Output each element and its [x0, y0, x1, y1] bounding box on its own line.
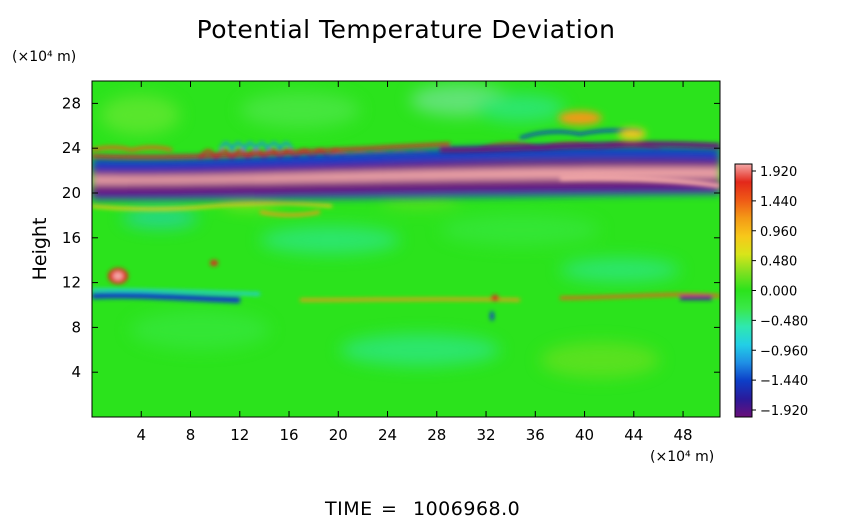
- main-band: [92, 146, 720, 200]
- y-tick-label: 24: [62, 139, 81, 157]
- colorbar-tick-label: −1.920: [760, 404, 808, 419]
- x-tick-label: 48: [674, 426, 693, 444]
- y-tick-label: 8: [71, 318, 81, 336]
- x-tick-label: 20: [329, 426, 348, 444]
- y-axis-unit: (×10⁴ m): [12, 49, 76, 65]
- x-tick-label: 28: [427, 426, 446, 444]
- colorbar-tick-label: 0.000: [760, 285, 797, 300]
- colorbar-ticks: 1.920 1.440 0.960 0.480 0.000 −0.480 −0.960 −1.…: [752, 165, 808, 419]
- lower-streak: [92, 288, 720, 321]
- colorbar-tick-label: −1.440: [760, 374, 808, 389]
- y-tick-label: 4: [71, 363, 81, 381]
- colorbar-tick-label: 0.480: [760, 255, 797, 270]
- left-red-blob: [108, 260, 218, 284]
- time-label: TIME: [324, 498, 373, 519]
- colorbar-tick-label: 1.440: [760, 195, 797, 210]
- x-axis: 4 8 12 16 20 24 28 32 36 40 44 48: [136, 81, 693, 444]
- x-tick-label: 16: [279, 426, 298, 444]
- x-tick-label: 44: [624, 426, 643, 444]
- heatmap-field: [92, 81, 720, 417]
- time-equals: =: [381, 498, 397, 519]
- band-edges: [92, 141, 720, 189]
- x-tick-label: 32: [476, 426, 495, 444]
- y-axis-label: Height: [29, 218, 51, 281]
- y-tick-label: 12: [62, 274, 81, 292]
- chart-title: Potential Temperature Deviation: [197, 15, 616, 44]
- x-tick-label: 36: [526, 426, 545, 444]
- x-tick-label: 8: [186, 426, 196, 444]
- colorbar: [734, 163, 753, 418]
- y-axis: 4 8 12 16 20 24 28: [62, 94, 720, 381]
- x-axis-unit: (×10⁴ m): [650, 449, 714, 465]
- x-tick-label: 24: [378, 426, 397, 444]
- y-tick-label: 16: [62, 229, 81, 247]
- colorbar-tick-label: 0.960: [760, 225, 797, 240]
- upper-warm-blob: [558, 111, 646, 140]
- plot-frame: [91, 80, 721, 418]
- colorbar-tick-label: −0.960: [760, 344, 808, 359]
- x-tick-label: 4: [136, 426, 146, 444]
- colorbar-tick-label: −0.480: [760, 314, 808, 329]
- time-value: 1006968.0: [413, 498, 520, 519]
- y-tick-label: 28: [62, 94, 81, 112]
- x-tick-label: 40: [575, 426, 594, 444]
- x-tick-label: 12: [230, 426, 249, 444]
- y-tick-label: 20: [62, 184, 81, 202]
- colorbar-tick-label: 1.920: [760, 165, 797, 180]
